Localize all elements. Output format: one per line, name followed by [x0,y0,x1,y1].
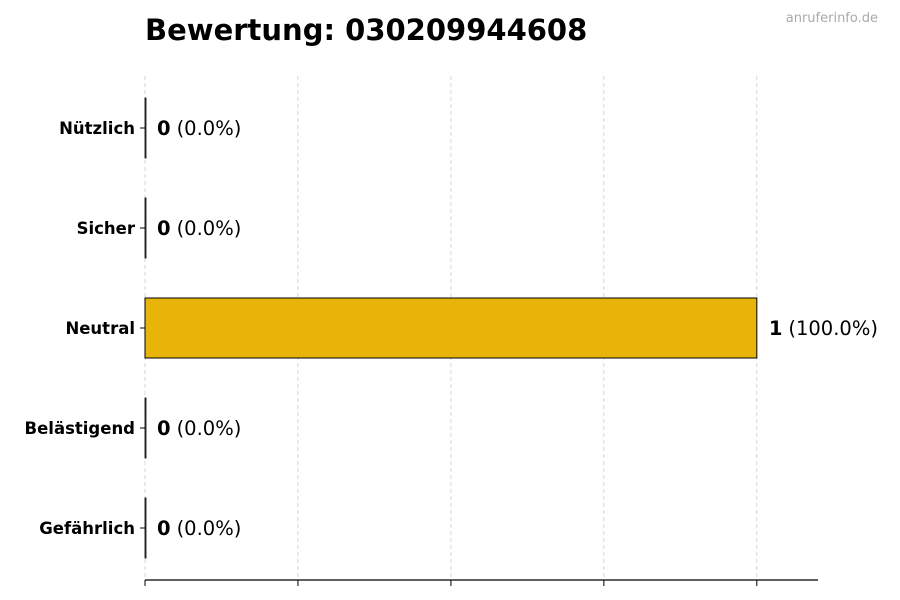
count-value: 0 [157,517,171,540]
percent-value: (0.0%) [177,417,242,440]
bar [144,97,147,159]
category-label: Neutral [65,319,135,338]
bar [144,197,147,259]
category-label: Nützlich [59,119,135,138]
category-label: Sicher [77,219,136,238]
data-label: 0 (0.0%) [157,417,241,440]
count-value: 0 [157,217,171,240]
category-label: Gefährlich [39,519,135,538]
percent-value: (0.0%) [177,217,242,240]
chart-title: Bewertung: 030209944608 [145,13,587,47]
watermark: anruferinfo.de [786,11,878,26]
data-label: 0 (0.0%) [157,217,241,240]
count-value: 0 [157,417,171,440]
count-value: 1 [769,317,783,340]
data-label: 0 (0.0%) [157,517,241,540]
data-label: 1 (100.0%) [769,317,878,340]
percent-value: (0.0%) [177,117,242,140]
bar [144,297,758,359]
percent-value: (0.0%) [177,517,242,540]
count-value: 0 [157,117,171,140]
bar [144,397,147,459]
category-label: Belästigend [25,419,135,438]
data-label: 0 (0.0%) [157,117,241,140]
percent-value: (100.0%) [788,317,878,340]
bar [144,497,147,559]
